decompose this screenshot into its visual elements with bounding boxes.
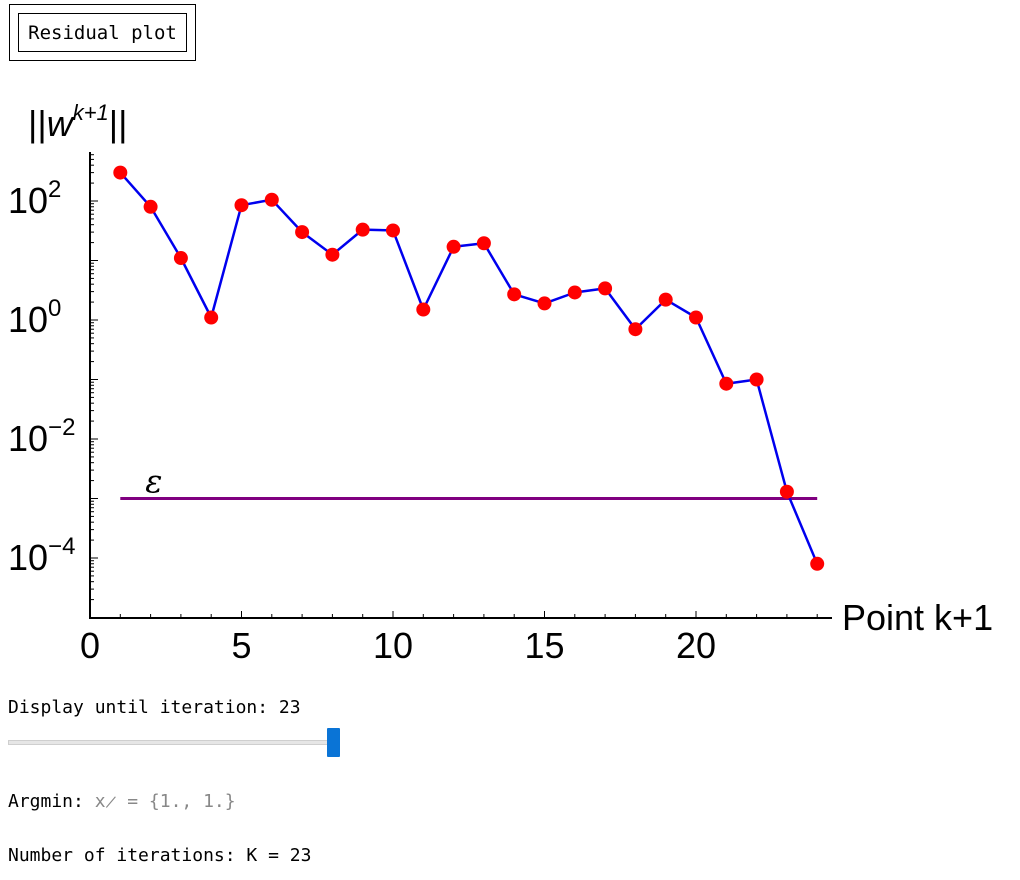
y-tick-base: 10 bbox=[8, 418, 48, 459]
data-point bbox=[750, 373, 764, 387]
y-tick-base: 10 bbox=[8, 537, 48, 578]
iterations-label: Number of iterations: K = 23 bbox=[8, 845, 311, 866]
residual-plot-button-frame: Residual plot bbox=[9, 4, 196, 61]
display-until-label: Display until iteration: 23 bbox=[8, 697, 301, 718]
data-point bbox=[113, 166, 127, 180]
data-point bbox=[447, 240, 461, 254]
y-title-sup: k+1 bbox=[73, 100, 109, 125]
data-point bbox=[507, 287, 521, 301]
argmin-value: {1., 1.} bbox=[149, 791, 236, 812]
y-tick-exponent: −4 bbox=[48, 533, 75, 560]
epsilon-threshold: ε bbox=[120, 463, 817, 501]
data-point bbox=[689, 311, 703, 325]
epsilon-label: ε bbox=[145, 463, 162, 501]
argmin-symbol: x̷ bbox=[95, 791, 117, 812]
data-point bbox=[295, 225, 309, 239]
y-title-norm-close: || bbox=[109, 103, 128, 144]
data-point bbox=[628, 322, 642, 336]
iteration-slider-track[interactable] bbox=[8, 740, 338, 745]
data-point bbox=[386, 223, 400, 237]
y-title-w: w bbox=[47, 103, 75, 144]
data-point bbox=[204, 311, 218, 325]
data-point bbox=[538, 296, 552, 310]
x-tick-label: 15 bbox=[524, 625, 564, 666]
y-tick-label: 10−2 bbox=[8, 414, 75, 459]
iteration-slider-thumb[interactable] bbox=[327, 728, 340, 757]
y-tick-label: 10−4 bbox=[8, 533, 75, 578]
data-point bbox=[780, 485, 794, 499]
data-point bbox=[598, 281, 612, 295]
y-axis-title: ||wk+1|| bbox=[28, 100, 128, 144]
data-point bbox=[144, 200, 158, 214]
residual-series bbox=[113, 166, 824, 571]
data-point bbox=[810, 557, 824, 571]
data-point bbox=[568, 285, 582, 299]
y-tick-exponent: 0 bbox=[48, 295, 61, 322]
argmin-equals: = bbox=[116, 791, 149, 812]
y-title-norm-open: || bbox=[28, 103, 47, 144]
x-axis-label: Point k+1 bbox=[842, 597, 993, 638]
y-tick-exponent: −2 bbox=[48, 414, 75, 441]
data-point bbox=[659, 293, 673, 307]
residual-plot-button[interactable]: Residual plot bbox=[18, 13, 187, 52]
data-point bbox=[265, 193, 279, 207]
data-point bbox=[325, 248, 339, 262]
data-point bbox=[416, 303, 430, 317]
x-tick-label: 0 bbox=[80, 625, 100, 666]
data-point bbox=[477, 236, 491, 250]
y-tick-base: 10 bbox=[8, 180, 48, 221]
data-point bbox=[174, 251, 188, 265]
series-line bbox=[120, 173, 817, 564]
y-tick-base: 10 bbox=[8, 299, 48, 340]
y-tick-label: 102 bbox=[8, 176, 61, 221]
y-axis-title-text: ||wk+1|| bbox=[28, 100, 128, 144]
data-point bbox=[235, 198, 249, 212]
x-tick-label: 10 bbox=[373, 625, 413, 666]
data-point bbox=[356, 223, 370, 237]
y-tick-label: 100 bbox=[8, 295, 61, 340]
data-point bbox=[719, 377, 733, 391]
argmin-label: Argmin: bbox=[8, 791, 95, 812]
x-tick-label: 20 bbox=[676, 625, 716, 666]
x-tick-label: 5 bbox=[231, 625, 251, 666]
argmin-line: Argmin: x̷ = {1., 1.} bbox=[8, 791, 236, 812]
y-tick-exponent: 2 bbox=[48, 176, 61, 203]
